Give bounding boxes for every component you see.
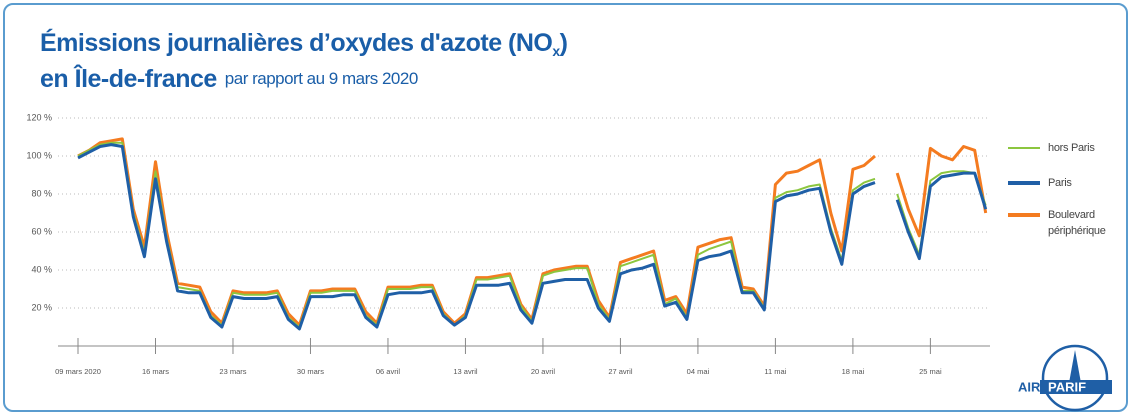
legend-label: Boulevard périphérique	[1048, 209, 1106, 237]
x-tick-label: 20 avril	[531, 367, 556, 376]
title-end: )	[560, 29, 568, 57]
chart-title-line2: en Île-de-france par rapport au 9 mars 20…	[40, 63, 418, 93]
x-tick-label: 11 mai	[764, 367, 786, 376]
x-tick-label: 13 avril	[453, 367, 478, 376]
y-tick-label: 100 %	[26, 150, 52, 160]
logo-band	[1040, 380, 1112, 394]
chart-subtitle: par rapport au 9 mars 2020	[225, 69, 418, 88]
x-tick-label: 25 mai	[919, 367, 942, 376]
y-tick-label: 20 %	[31, 302, 52, 312]
x-tick-label: 30 mars	[297, 367, 324, 376]
title-line2: en Île-de-france	[40, 63, 217, 93]
y-tick-label: 120 %	[26, 112, 52, 122]
y-tick-label: 80 %	[31, 188, 52, 198]
x-tick-label: 23 mars	[219, 367, 246, 376]
logo-circle	[1041, 344, 1109, 412]
x-tick-label: 06 avril	[376, 367, 401, 376]
x-tick-label: 04 mai	[687, 367, 710, 376]
title-main: Émissions journalières d’oxydes d'azote …	[40, 28, 552, 57]
logo-air: AIR	[1018, 379, 1041, 394]
logo-parif: PARIF	[1048, 379, 1086, 394]
chart-title: Émissions journalières d’oxydes d'azote …	[40, 28, 568, 59]
y-tick-label: 40 %	[31, 264, 52, 274]
frame	[3, 3, 1128, 412]
x-tick-label: 18 mai	[842, 367, 865, 376]
series-line	[77, 143, 988, 331]
y-tick-label: 60 %	[31, 226, 52, 236]
legend-label: hors Paris	[1048, 142, 1095, 154]
legend-label: Paris	[1048, 177, 1072, 189]
x-tick-label: 27 avril	[608, 367, 633, 376]
logo: AIR PARIF	[1018, 344, 1112, 412]
series-line	[77, 141, 987, 328]
x-tick-label: 16 mars	[142, 367, 169, 376]
x-tick-label: 09 mars 2020	[55, 367, 101, 376]
title-subscript: x	[552, 43, 560, 59]
logo-tower	[1069, 350, 1081, 383]
